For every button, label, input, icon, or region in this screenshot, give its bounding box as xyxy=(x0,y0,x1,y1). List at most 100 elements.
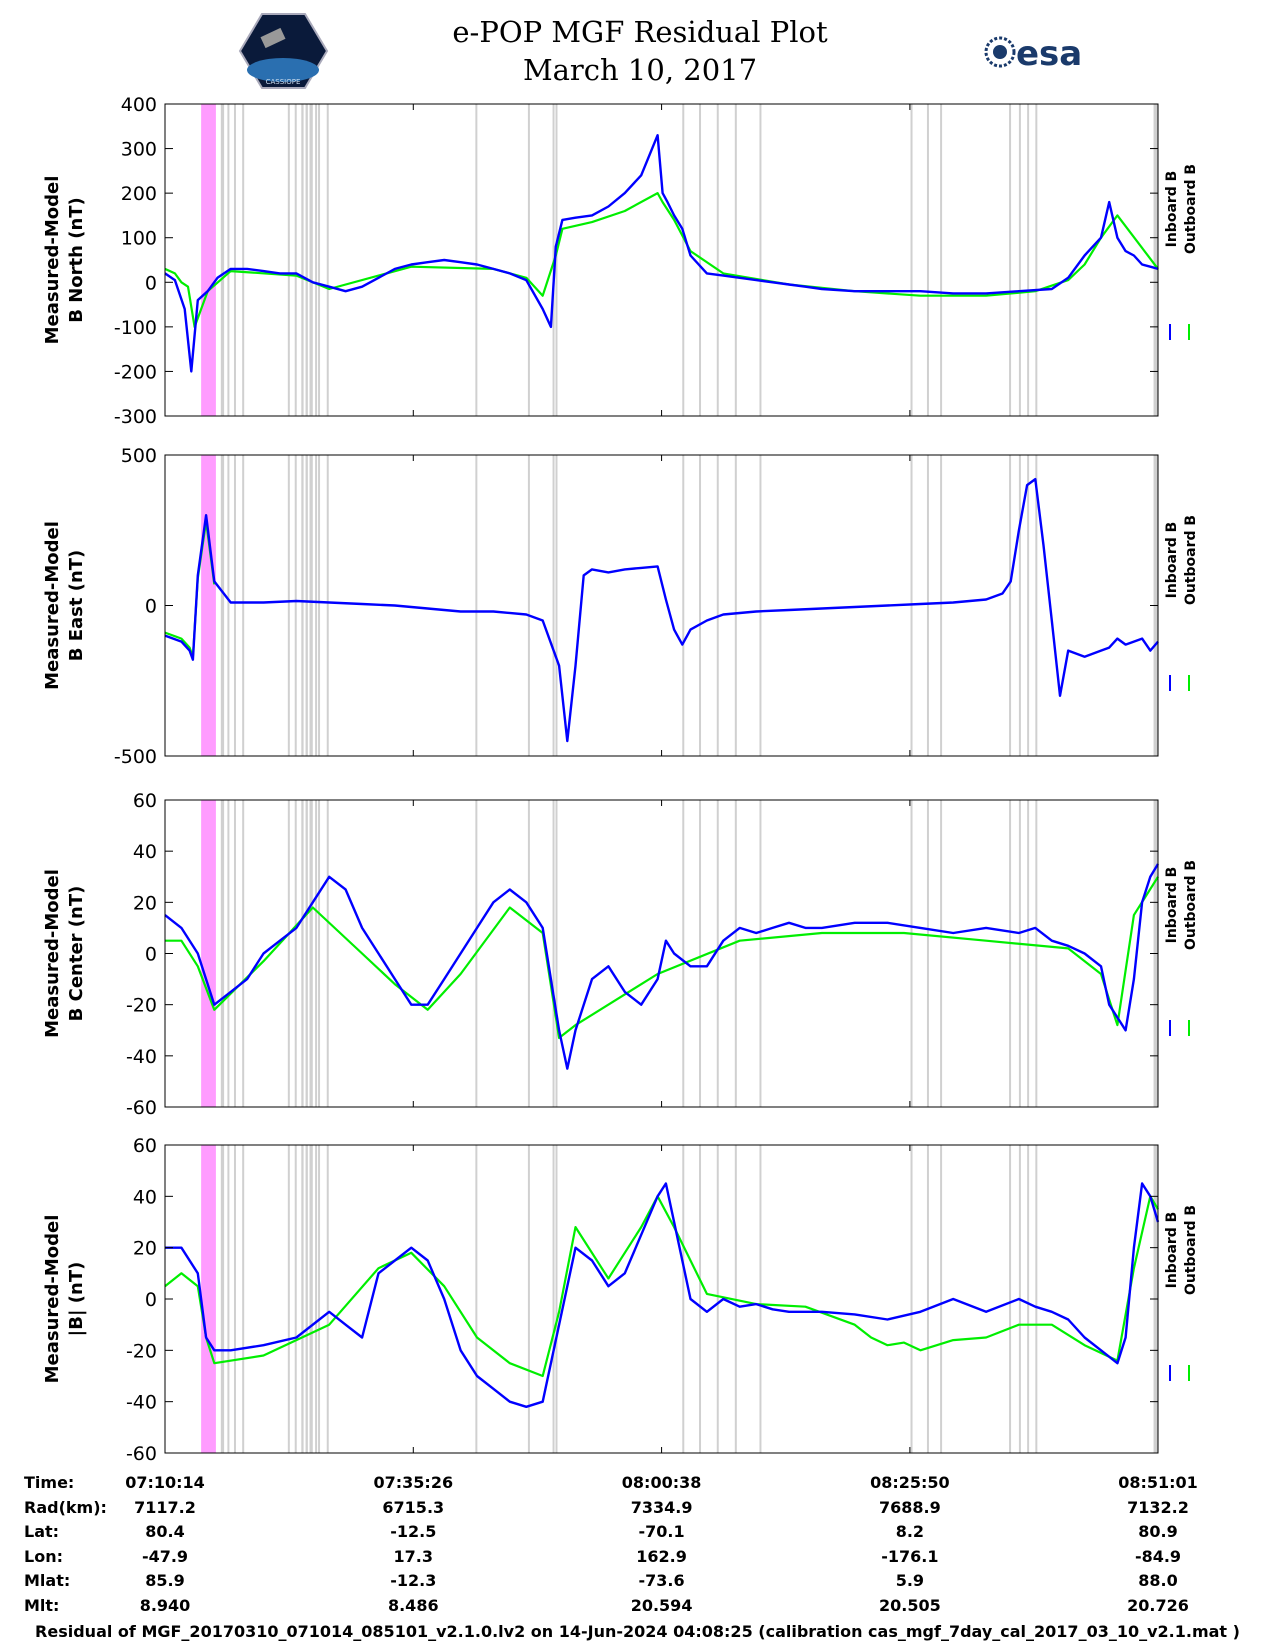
data-gap-band xyxy=(301,1145,304,1453)
series-outboard-line xyxy=(164,1195,1159,1378)
table-cell: 17.3 xyxy=(393,1546,434,1566)
data-gap-band xyxy=(552,455,555,756)
table-cell: 8.2 xyxy=(895,1522,925,1541)
data-gap-band xyxy=(475,104,478,416)
data-gap-band xyxy=(301,455,304,756)
data-gap-band xyxy=(227,800,230,1107)
table-cell: 07:10:14 xyxy=(125,1473,205,1492)
data-gap-band xyxy=(315,104,318,416)
data-gap-band xyxy=(699,800,702,1107)
y-tick-label: 500 xyxy=(121,445,157,467)
data-gap-band xyxy=(759,104,762,416)
data-gap-band xyxy=(1009,104,1012,416)
data-gap-band xyxy=(326,455,329,756)
data-gap-band xyxy=(1035,800,1038,1107)
legend-label: Inboard B xyxy=(1164,1212,1180,1289)
data-gap-band xyxy=(326,104,329,416)
data-gap-band xyxy=(220,104,225,416)
y-tick-label: 100 xyxy=(121,228,157,250)
table-row-label: Lon: xyxy=(24,1546,63,1566)
data-gap-band xyxy=(716,1145,719,1453)
data-gap-band xyxy=(318,800,321,1107)
data-gap-band xyxy=(309,1145,313,1453)
table-cell: 5.9 xyxy=(895,1571,925,1590)
data-gap-band xyxy=(1035,1145,1038,1453)
table-cell: -12.3 xyxy=(390,1571,437,1590)
y-tick-label: 400 xyxy=(121,94,157,116)
esa-logo: esa xyxy=(984,34,1082,74)
flag-band xyxy=(201,455,216,756)
table-cell: 20.505 xyxy=(878,1595,941,1615)
data-gap-band xyxy=(315,800,318,1107)
data-gap-band xyxy=(699,104,702,416)
data-gap-band xyxy=(1009,800,1012,1107)
data-gap-band xyxy=(287,104,290,416)
data-gap-band xyxy=(305,1145,308,1453)
y-tick-label: -20 xyxy=(126,995,157,1017)
y-axis-label: |B| (nT) xyxy=(66,1262,87,1337)
data-gap-band xyxy=(552,800,555,1107)
data-gap-band xyxy=(527,455,530,756)
series-inboard-line xyxy=(164,477,1159,743)
table-cell: 7688.9 xyxy=(878,1497,941,1517)
data-gap-band xyxy=(734,455,737,756)
table-row-label: Lat: xyxy=(24,1522,60,1541)
data-gap-band xyxy=(940,455,943,756)
data-gap-band xyxy=(475,1145,478,1453)
table-cell: 8.486 xyxy=(387,1595,439,1615)
cassiope-logo-text: CASSIOPE xyxy=(266,78,301,86)
data-gap-band xyxy=(305,455,308,756)
y-axis-label: B North (nT) xyxy=(66,197,87,323)
cassiope-logo: CASSIOPE xyxy=(238,13,329,89)
table-cell: -70.1 xyxy=(638,1522,685,1541)
y-tick-label: 0 xyxy=(145,596,157,618)
y-tick-label: -60 xyxy=(126,1443,157,1465)
data-gap-band xyxy=(233,1145,236,1453)
data-gap-band xyxy=(699,1145,702,1453)
legend-label: Outboard B xyxy=(1183,515,1199,605)
data-gap-band xyxy=(759,1145,762,1453)
data-gap-band xyxy=(1018,800,1021,1107)
y-axis-label: B Center (nT) xyxy=(66,886,87,1022)
data-gap-band xyxy=(682,455,685,756)
y-tick-label: -40 xyxy=(126,1046,157,1068)
data-gap-band xyxy=(318,104,321,416)
data-gap-band xyxy=(555,800,558,1107)
y-tick-label: -60 xyxy=(126,1097,157,1119)
y-axis-label: Measured-Model xyxy=(42,1215,63,1384)
table-cell: 162.9 xyxy=(636,1546,687,1566)
data-gap-band xyxy=(294,800,297,1107)
data-gap-band xyxy=(940,104,943,416)
data-gap-band xyxy=(1009,455,1012,756)
data-gap-band xyxy=(759,455,762,756)
data-gap-band xyxy=(294,104,297,416)
esa-logo-text: esa xyxy=(1016,34,1082,74)
y-tick-label: -40 xyxy=(126,1392,157,1414)
legend-label: Outboard B xyxy=(1183,1205,1199,1295)
data-gap-band xyxy=(318,455,321,756)
panel-4: 60 40 20 0 -20 -40 -60 Measured-Model |B| (nT) In… xyxy=(42,1135,1199,1465)
flag-band xyxy=(201,1145,216,1453)
data-gap-band xyxy=(242,800,245,1107)
legend-label: Outboard B xyxy=(1183,164,1199,254)
table-cell: 6715.3 xyxy=(382,1497,445,1517)
legend-label: Outboard B xyxy=(1183,860,1199,950)
data-gap-band xyxy=(315,455,318,756)
data-gap-band xyxy=(940,800,943,1107)
y-tick-label: -20 xyxy=(126,1340,157,1362)
data-gap-band xyxy=(759,800,762,1107)
data-gap-band xyxy=(910,800,913,1107)
y-tick-label: 0 xyxy=(145,272,157,294)
flag-band xyxy=(201,800,216,1107)
data-gap-band xyxy=(220,800,225,1107)
data-gap-band xyxy=(309,800,313,1107)
data-gap-band xyxy=(926,455,929,756)
data-gap-band xyxy=(318,1145,321,1453)
plot-frame xyxy=(164,799,1159,1108)
y-tick-label: 40 xyxy=(133,1186,157,1208)
legend-label: Inboard B xyxy=(1164,867,1180,944)
data-gap-band xyxy=(287,455,290,756)
data-gap-band xyxy=(1009,1145,1012,1453)
data-gap-band xyxy=(682,800,685,1107)
data-gap-band xyxy=(1027,800,1030,1107)
